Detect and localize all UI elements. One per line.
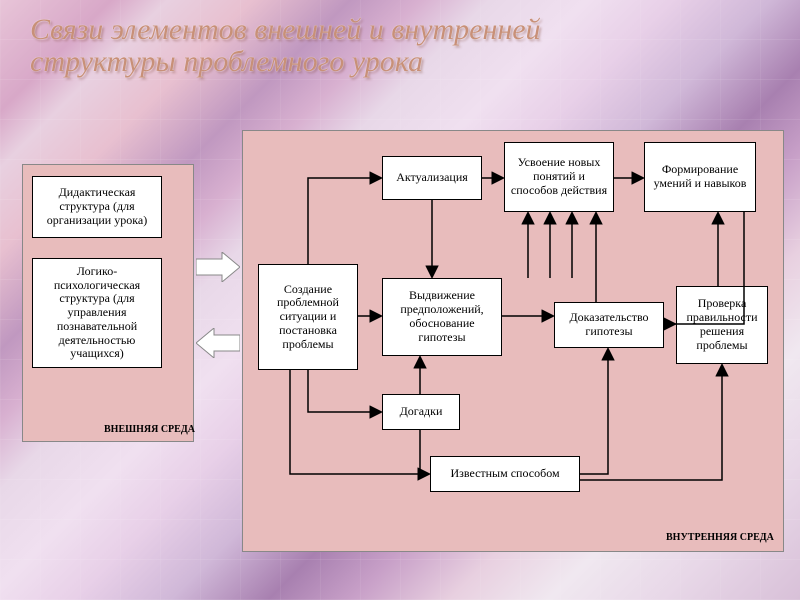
edges <box>0 0 800 600</box>
